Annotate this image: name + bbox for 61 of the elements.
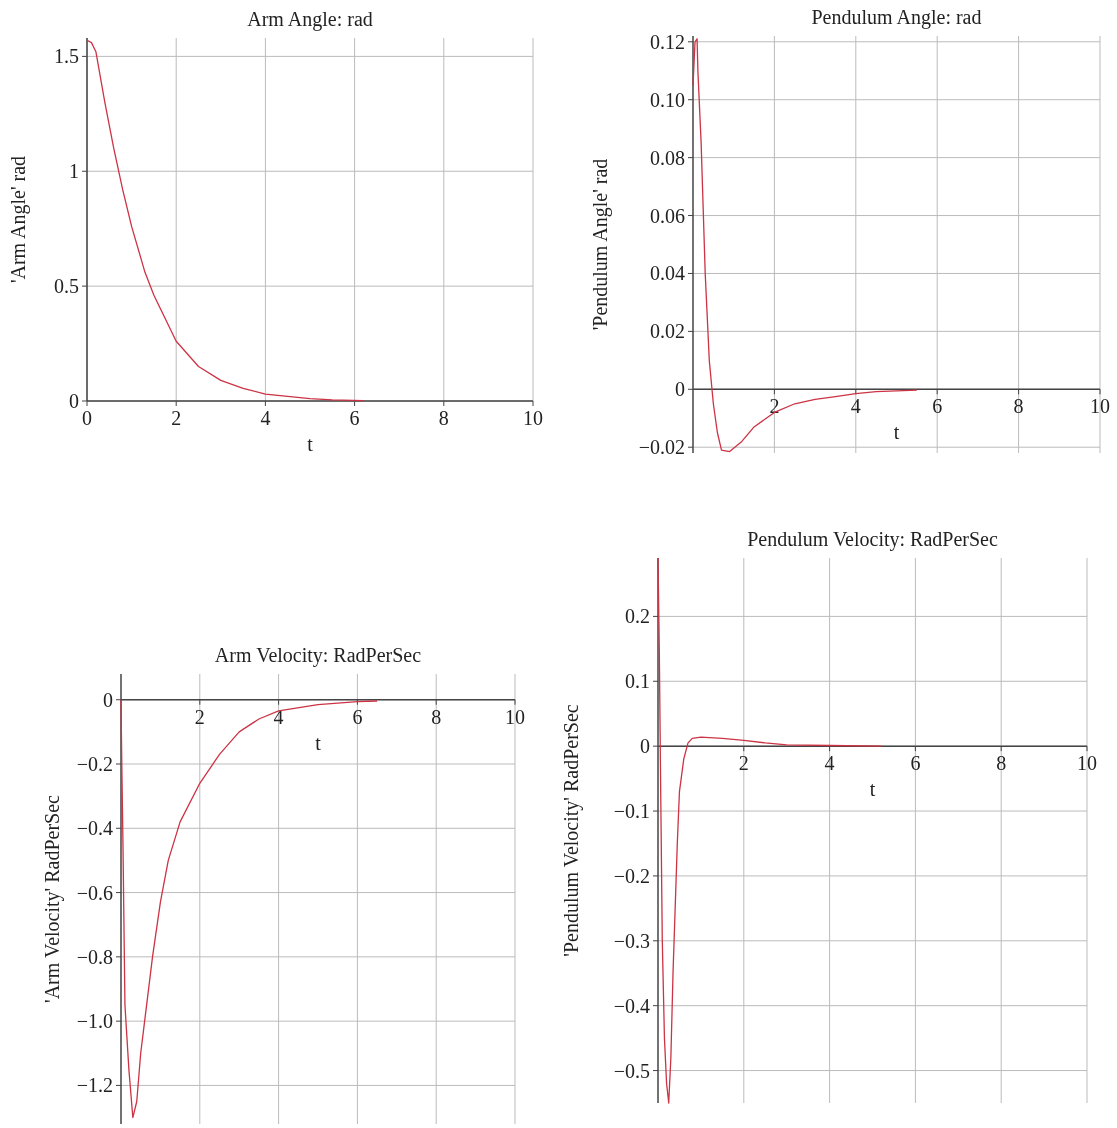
y-tick-label: −0.8 [76, 945, 113, 968]
y-tick-label: 0.1 [625, 670, 650, 693]
chart-title: Arm Angle: rad [247, 8, 373, 31]
line-series [692, 38, 918, 453]
y-tick-label: 0.12 [650, 30, 685, 53]
y-tick-label: 0.02 [650, 320, 685, 343]
x-tick-label: 2 [171, 407, 182, 429]
chart-title: Pendulum Velocity: RadPerSec [747, 528, 998, 551]
chart-title: Pendulum Angle: rad [811, 6, 982, 29]
y-tick-label: −0.3 [613, 929, 650, 952]
x-tick-label: 6 [910, 752, 921, 775]
x-axis-title: t [307, 433, 314, 455]
y-axis-title: 'Pendulum Angle' rad [589, 158, 612, 331]
x-tick-label: 6 [352, 705, 363, 728]
x-tick-label: 8 [431, 705, 442, 728]
x-tick-label: 8 [996, 752, 1007, 775]
y-tick-label: 0.08 [650, 146, 685, 169]
x-axis-title: t [893, 421, 900, 444]
line-series [120, 699, 378, 1119]
x-tick-label: 2 [738, 752, 749, 775]
y-tick-label: 1 [69, 160, 79, 183]
x-axis-title: t [315, 731, 322, 754]
y-tick-label: 1.5 [54, 45, 79, 68]
y-tick-label: 0 [640, 735, 650, 758]
y-tick-label: −0.1 [613, 800, 650, 823]
y-tick-label: 0.5 [54, 275, 79, 298]
x-tick-label: 6 [932, 395, 943, 418]
x-axis-title: t [869, 778, 876, 801]
y-tick-label: −0.02 [638, 436, 685, 459]
chart-title: Arm Velocity: RadPerSec [214, 644, 422, 667]
x-tick-label: 4 [260, 407, 271, 429]
y-tick-label: −0.5 [613, 1059, 650, 1082]
x-tick-label: 4 [273, 705, 284, 728]
y-tick-label: −1.2 [76, 1074, 113, 1097]
x-tick-label: 4 [824, 752, 835, 775]
y-axis-title: 'Pendulum Velocity' RadPerSec [560, 704, 583, 957]
y-tick-label: 0 [675, 378, 685, 401]
y-tick-label: −0.2 [76, 753, 113, 775]
y-tick-label: −1.0 [76, 1010, 113, 1033]
y-tick-label: 0 [103, 688, 113, 711]
x-tick-label: 6 [349, 407, 360, 429]
y-tick-label: 0.06 [650, 204, 685, 227]
x-tick-label: 10 [523, 407, 543, 429]
y-tick-label: 0.10 [650, 88, 685, 111]
y-tick-label: 0.04 [650, 262, 685, 285]
y-tick-label: −0.4 [613, 994, 650, 1017]
x-tick-label: 2 [194, 705, 205, 728]
y-tick-label: −0.6 [76, 881, 113, 904]
y-tick-label: −0.2 [613, 864, 650, 887]
y-axis-title: 'Arm Velocity' RadPerSec [41, 794, 64, 1003]
x-tick-label: 10 [505, 705, 525, 728]
x-tick-label: 2 [769, 395, 780, 418]
x-tick-label: 8 [438, 407, 449, 429]
x-tick-label: 8 [1013, 395, 1024, 418]
x-tick-label: 4 [850, 395, 861, 418]
y-tick-label: −0.4 [76, 817, 113, 840]
x-tick-label: 10 [1090, 395, 1110, 418]
line-series [657, 557, 882, 1104]
x-tick-label: 10 [1077, 752, 1097, 775]
y-axis-title: 'Arm Angle' rad [7, 155, 30, 284]
y-tick-label: 0.2 [625, 605, 650, 628]
